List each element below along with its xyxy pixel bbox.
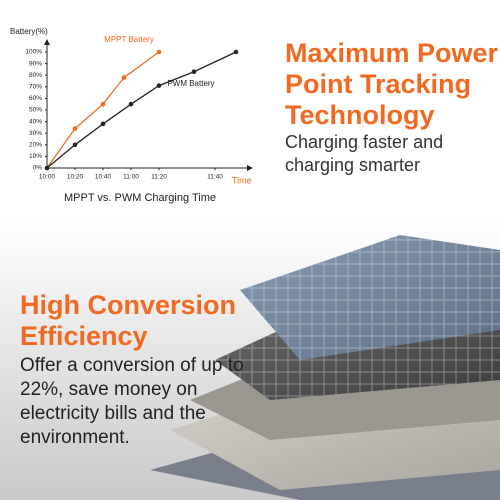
y-tick-label: 10% [29,153,42,160]
x-axis-label: Time [232,175,252,185]
panel-cells [240,235,500,360]
x-tick-label: 10:20 [67,174,84,181]
y-tick-label: 50% [29,107,42,114]
data-point [100,101,106,107]
heading: Maximum Power Point Tracking Technology [285,38,499,130]
y-tick-label: 60% [29,95,42,102]
y-tick-label: 30% [29,130,42,137]
legend-label: MPPT Battery [104,35,154,44]
y-tick-label: 90% [29,60,42,67]
data-point [156,83,162,88]
data-point [128,101,134,107]
x-tick-label: 11:20 [151,174,167,181]
data-point [191,69,197,75]
heading: High Conversion Efficiency [20,290,237,351]
series-line [46,51,237,169]
data-point [72,126,78,131]
description: Charging faster and charging smarter [285,132,444,175]
x-tick-label: 10:00 [39,174,56,181]
chart: Battery(%) Time MPPT vs. PWM Charging Ti… [10,27,253,204]
data-point [121,75,127,80]
data-point [44,165,50,171]
data-point [233,49,239,55]
y-tick-label: 40% [29,118,42,125]
y-tick-label: 0% [33,165,43,172]
legend-label: PWM Battery [167,79,214,88]
data-point [72,142,78,148]
series-line [46,51,160,169]
y-axis-label: Battery(%) [10,27,48,36]
x-tick-label: 10:40 [95,174,112,181]
x-tick-label: 11:00 [123,174,139,181]
chart-caption: MPPT vs. PWM Charging Time [64,192,216,204]
data-point [100,121,106,127]
y-tick-label: 80% [29,72,42,79]
y-tick-label: 100% [25,49,42,56]
y-tick-label: 20% [29,142,42,149]
x-tick-label: 11:40 [207,174,223,181]
data-point [156,49,162,55]
description: Offer a conversion of up to 22%, save mo… [20,355,244,448]
y-tick-label: 70% [29,84,42,91]
